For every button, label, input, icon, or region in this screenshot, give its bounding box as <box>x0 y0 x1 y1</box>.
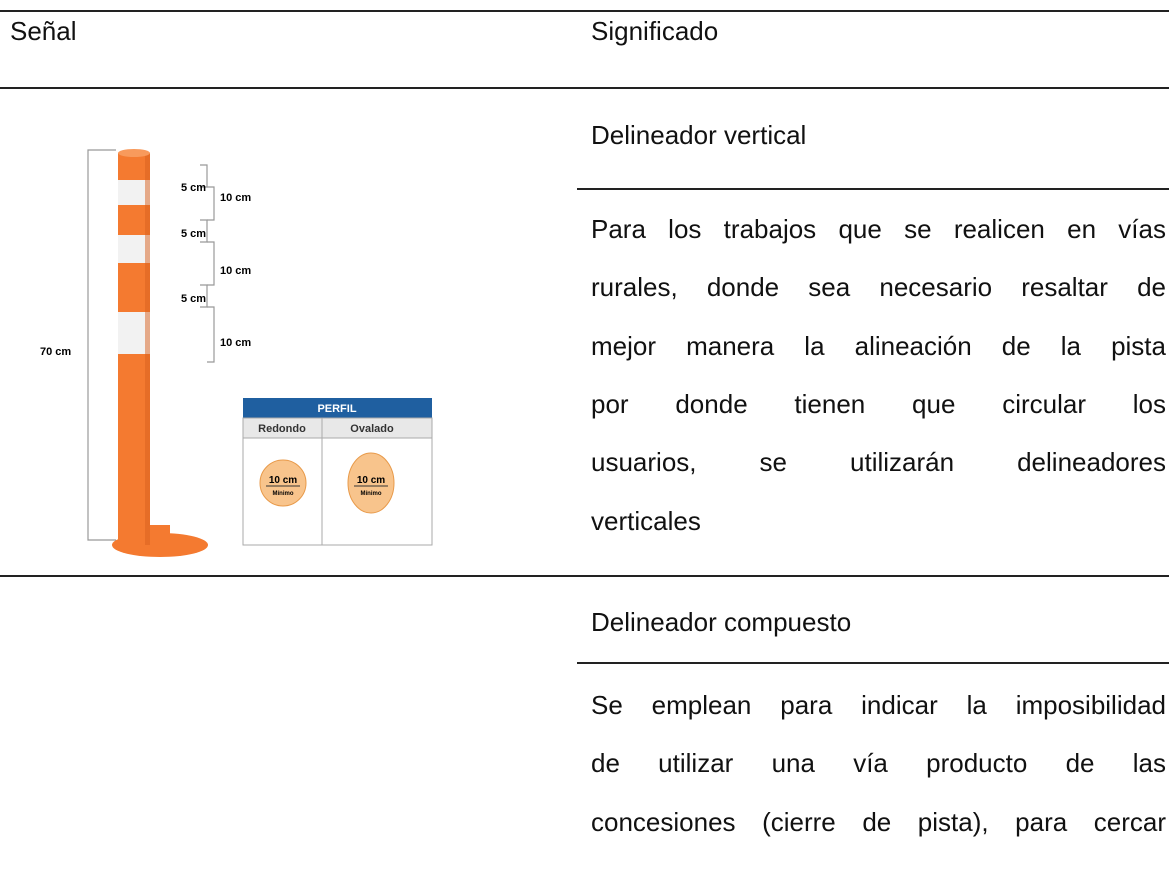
rule <box>0 575 1169 577</box>
description-line: rurales, donde sea necesario resaltar de <box>591 272 1166 303</box>
profile-note: Mínimo <box>361 491 382 497</box>
dimension-label: 5 cm <box>181 182 206 194</box>
row-title: Delineador vertical <box>591 120 807 150</box>
profile-shape: Redondo <box>258 423 306 435</box>
description-line: Para los trabajos que se realicen en vía… <box>591 214 1166 244</box>
dimension-label: 5 cm <box>181 228 206 240</box>
dimension-label: 70 cm <box>40 346 71 358</box>
description-line: mejor manera la alineación de la pista <box>591 330 1166 361</box>
dimension-label: 10 cm <box>220 265 251 277</box>
profile-shape: Ovalado <box>350 423 394 435</box>
rule <box>0 10 1169 12</box>
description-line: de utilizar una vía producto de las <box>591 748 1166 779</box>
profile-size: 10 cm <box>357 475 385 486</box>
profile-note: Mínimo <box>273 491 294 497</box>
rule <box>577 188 1169 190</box>
header-cell: Significado <box>591 16 719 46</box>
header-cell: Señal <box>10 16 77 46</box>
description-line: usuarios, se utilizarán delineadores <box>591 447 1166 478</box>
profile-size: 10 cm <box>269 475 297 486</box>
profile-title: PERFIL <box>317 403 356 415</box>
dimension-label: 10 cm <box>220 192 251 204</box>
row-title: Delineador compuesto <box>591 607 852 637</box>
description-line: Se emplean para indicar la imposibilidad <box>591 690 1166 720</box>
dimension-label: 5 cm <box>181 293 206 305</box>
description-line: verticales <box>591 505 701 536</box>
description-line: concesiones (cierre de pista), para cerc… <box>591 806 1166 837</box>
rule <box>0 87 1169 89</box>
dimension-label: 10 cm <box>220 337 251 349</box>
delineator-figure: 70 cm 5 cm 10 cm 5 cm 10 cm 5 cm 10 cm P… <box>40 149 433 557</box>
description-line: por donde tienen que circular los <box>591 388 1166 419</box>
rule <box>577 662 1169 664</box>
